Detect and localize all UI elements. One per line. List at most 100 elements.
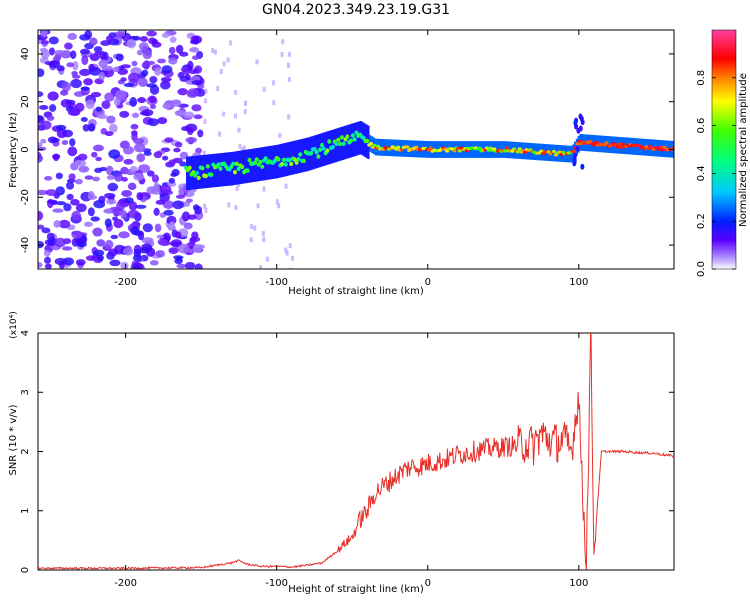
noise-cell	[38, 68, 45, 77]
noise-cell	[48, 36, 59, 45]
noise-cell	[47, 237, 57, 247]
ridge-cell	[281, 157, 286, 163]
ridge-band-cell	[234, 151, 238, 185]
noise-cell	[85, 99, 95, 110]
noise-cell	[249, 237, 253, 243]
ridge-cell	[503, 149, 508, 153]
noise-cell	[43, 249, 51, 257]
noise-cell	[74, 159, 87, 167]
noise-cell	[81, 55, 89, 66]
ridge-cell	[209, 172, 214, 177]
spectrogram-noise-cells	[38, 30, 295, 269]
ridge-band-cell	[276, 144, 279, 179]
colorbar-tick-label: 0.2	[696, 213, 707, 229]
noise-cell	[181, 69, 191, 75]
noise-cell	[174, 109, 186, 117]
noise-cell	[114, 173, 124, 182]
ridge-cell	[615, 145, 620, 149]
noise-cell	[291, 255, 295, 261]
noise-cell	[266, 256, 270, 262]
noise-cell	[107, 182, 119, 192]
ridge-cell	[254, 157, 259, 162]
ridge-cell	[657, 147, 662, 152]
ridge-spike-cell	[579, 115, 584, 122]
noise-cell	[53, 153, 60, 162]
noise-cell	[139, 110, 150, 116]
spectrogram-y-tick-label: -20	[20, 189, 31, 205]
ridge-band-cell	[186, 156, 189, 191]
ridge-cell	[341, 141, 346, 147]
noise-cell	[55, 124, 67, 131]
noise-cell	[88, 191, 95, 199]
noise-cell	[71, 230, 83, 239]
noise-cell	[131, 35, 141, 41]
noise-cell	[168, 159, 176, 165]
noise-cell	[177, 88, 188, 96]
noise-cell	[104, 208, 113, 214]
ridge-band-cell	[554, 144, 557, 162]
noise-cell	[113, 31, 126, 38]
snr-y-tick-label: 3	[20, 389, 31, 395]
ridge-cell	[620, 142, 625, 146]
noise-cell	[60, 98, 73, 108]
noise-cell	[87, 207, 95, 217]
ridge-cell	[336, 137, 341, 143]
noise-cell	[179, 161, 188, 167]
ridge-cell	[571, 149, 576, 153]
noise-cell	[70, 78, 82, 89]
noise-cell	[168, 177, 176, 184]
noise-cell	[164, 137, 174, 143]
ridge-cell	[662, 145, 667, 150]
ridge-spike-cell	[580, 163, 585, 170]
noise-cell	[141, 243, 153, 252]
ridge-cell	[283, 162, 288, 167]
noise-cell	[216, 86, 220, 92]
ridge-cell	[399, 148, 404, 152]
ridge-band-cell	[263, 146, 267, 181]
ridge-band-cell	[205, 154, 209, 189]
noise-cell	[287, 114, 291, 120]
noise-cell	[104, 92, 115, 102]
noise-cell	[109, 259, 121, 267]
noise-cell	[113, 244, 126, 255]
ridge-band-cell	[405, 140, 408, 157]
noise-cell	[67, 109, 80, 116]
noise-cell	[174, 231, 182, 239]
ridge-band-cell	[325, 131, 328, 166]
noise-cell	[122, 247, 134, 256]
noise-cell	[259, 265, 263, 269]
noise-cell	[40, 120, 52, 130]
noise-cell	[272, 80, 276, 86]
noise-cell	[49, 104, 57, 112]
noise-cell	[162, 200, 174, 209]
noise-cell	[66, 193, 74, 201]
noise-cell	[175, 256, 183, 262]
noise-cell	[235, 186, 239, 192]
noise-cell	[118, 231, 130, 239]
noise-cell	[105, 199, 117, 205]
ridge-cell	[354, 130, 359, 135]
snr-y-label: SNR (10 * v/v)	[8, 404, 19, 475]
noise-cell	[93, 199, 106, 209]
noise-cell	[115, 53, 124, 62]
ridge-cell	[376, 144, 381, 148]
noise-cell	[38, 142, 43, 147]
noise-cell	[61, 246, 73, 251]
noise-cell	[202, 150, 206, 156]
noise-cell	[237, 127, 241, 133]
noise-cell	[160, 77, 172, 82]
ridge-cell	[298, 152, 303, 157]
noise-cell	[130, 123, 139, 130]
noise-cell	[289, 267, 293, 269]
noise-cell	[229, 40, 233, 46]
snr-y-tick-label: 1	[20, 508, 31, 514]
noise-cell	[204, 88, 208, 94]
ridge-cell	[232, 170, 237, 175]
noise-cell	[136, 153, 146, 163]
noise-cell	[172, 200, 184, 210]
noise-cell	[191, 231, 199, 239]
ridge-cell	[318, 147, 323, 152]
colorbar: 0.0 0.2 0.4 0.6 0.8 Normalized spectral ampl…	[696, 29, 749, 277]
noise-cell	[147, 118, 159, 127]
ridge-cell	[548, 152, 553, 156]
